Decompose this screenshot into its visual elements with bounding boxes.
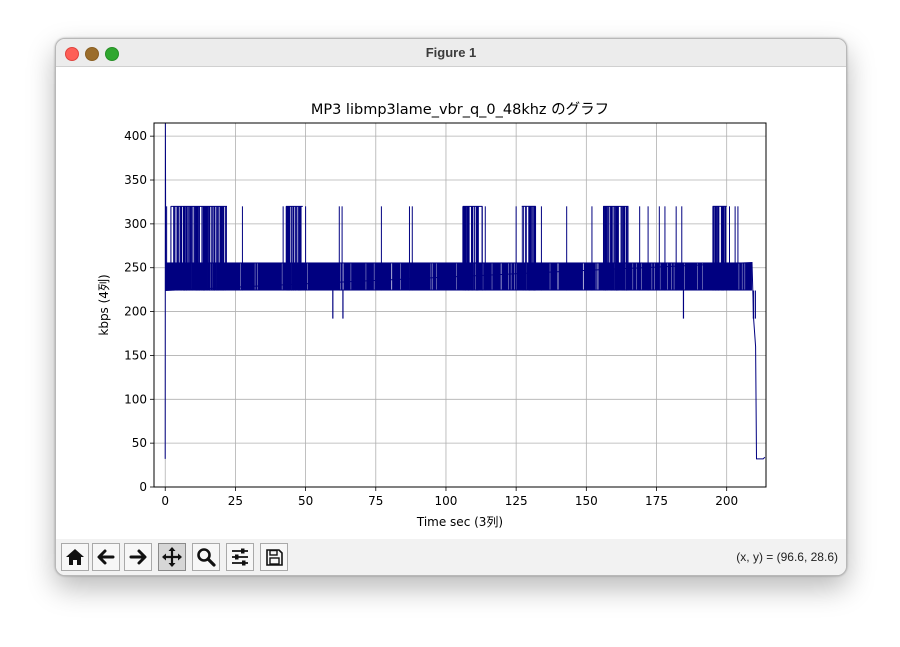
y-tick-label: 250 [124,261,147,275]
figure-window: Figure 1 0 25 50 75 100 125 150 175 200 0 50 100 150… [55,38,847,576]
close-button[interactable] [65,47,79,61]
x-tick-label: 75 [368,494,383,508]
chart-svg: 0 25 50 75 100 125 150 175 200 0 50 100 150 200 250 300… [97,101,767,529]
x-tick-label: 200 [715,494,738,508]
x-tick-label: 100 [435,494,458,508]
chart-title: MP3 libmp3lame_vbr_q_0_48khz のグラフ [311,101,609,118]
plot-frame [153,122,767,488]
x-tick-label: 175 [645,494,668,508]
x-tick-label: 0 [161,494,169,508]
back-button[interactable] [92,543,120,571]
bitrate-trace-line [164,122,766,460]
y-tick-label: 150 [124,348,147,362]
x-tick-label: 125 [505,494,528,508]
x-tick-label: 150 [575,494,598,508]
minimize-button[interactable] [85,47,99,61]
zoom-magnifier-icon [197,548,216,567]
y-tick-label: 100 [124,392,147,406]
figure-canvas[interactable]: 0 25 50 75 100 125 150 175 200 0 50 100 150 200 250 300… [56,67,846,539]
forward-arrow-icon [129,549,147,565]
y-tick-label: 50 [132,436,147,450]
zoom-button[interactable] [192,543,220,571]
x-tick-label: 50 [298,494,313,508]
home-icon [66,549,84,565]
configure-subplots-button[interactable] [226,543,254,571]
forward-button[interactable] [124,543,152,571]
y-tick-label: 300 [124,217,147,231]
configure-subplots-icon [232,548,248,566]
x-axis-label: Time sec (3列) [416,515,503,529]
title-bar: Figure 1 [56,39,846,67]
y-tick-label: 0 [139,480,147,494]
pan-button[interactable] [158,543,186,571]
plot-background [154,123,766,487]
home-button[interactable] [61,543,89,571]
y-axis-label: kbps (4列) [97,274,111,335]
pan-move-icon [162,547,182,567]
y-tick-label: 350 [124,173,147,187]
back-arrow-icon [97,549,115,565]
y-tick-label: 400 [124,129,147,143]
navigation-toolbar: (x, y) = (96.6, 28.6) [56,539,846,575]
save-button[interactable] [260,543,288,571]
cursor-coordinates: (x, y) = (96.6, 28.6) [736,550,838,564]
y-tick-label: 200 [124,305,147,319]
x-tick-label: 25 [228,494,243,508]
zoom-window-button[interactable] [105,47,119,61]
save-floppy-icon [266,549,283,566]
window-title: Figure 1 [425,45,477,60]
